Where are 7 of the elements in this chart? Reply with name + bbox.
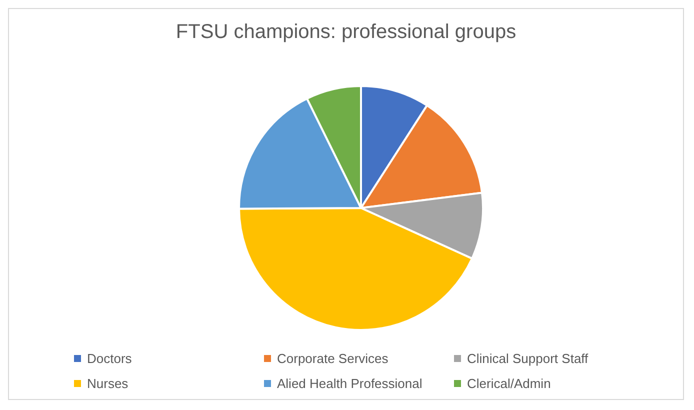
legend-label: Clinical Support Staff bbox=[467, 351, 588, 366]
legend-label: Nurses bbox=[87, 376, 128, 391]
legend-label: Doctors bbox=[87, 351, 132, 366]
legend-label: Clerical/Admin bbox=[467, 376, 551, 391]
chart-title: FTSU champions: professional groups bbox=[174, 21, 518, 44]
legend-label: Alied Health Professional bbox=[277, 376, 422, 391]
legend-label: Corporate Services bbox=[277, 351, 388, 366]
